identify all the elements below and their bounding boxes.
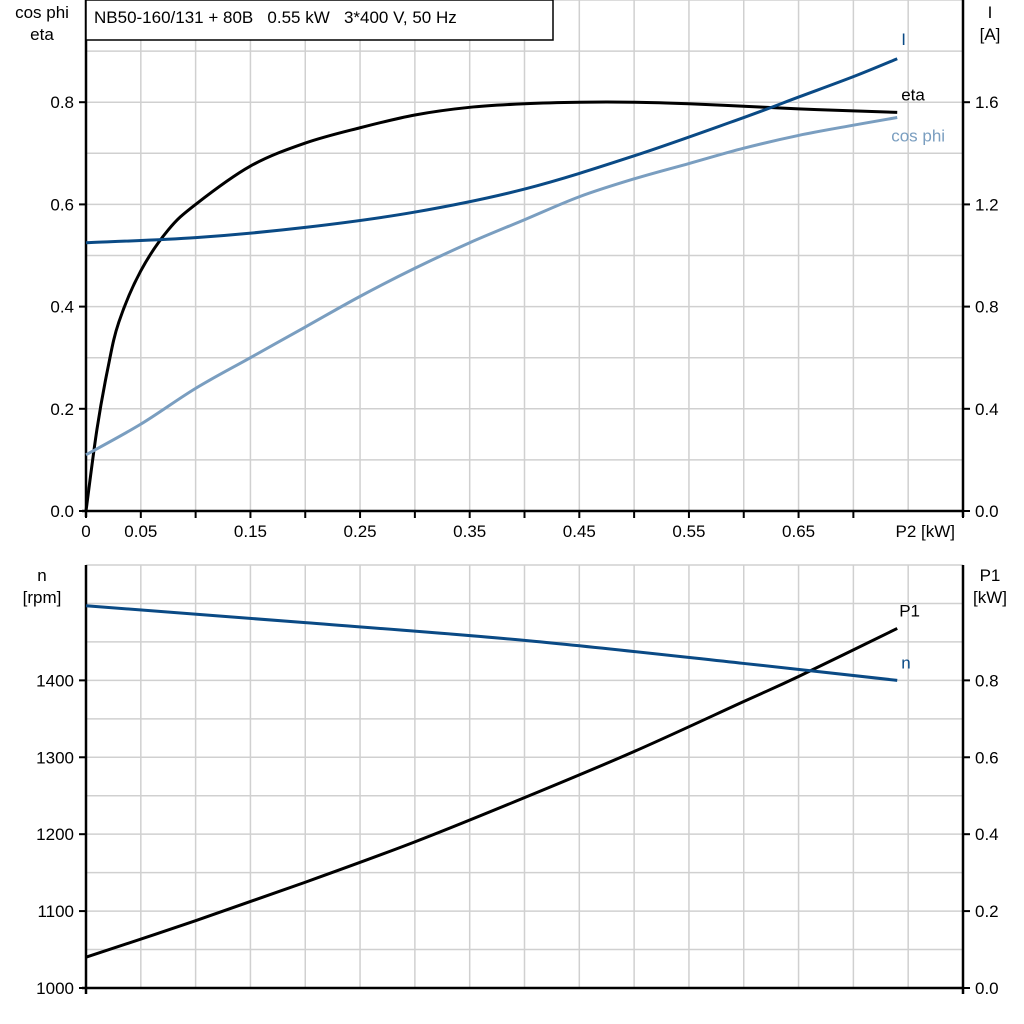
y-tick-label-right: 0.0 — [975, 502, 999, 521]
y-axis-label-right: [kW] — [973, 588, 1007, 607]
y-axis-label-right: P1 — [980, 566, 1001, 585]
series-label-eta: eta — [901, 85, 925, 104]
y-tick-label-right: 1.6 — [975, 93, 999, 112]
y-axis-label-left: n — [37, 566, 46, 585]
x-tick-label: 0.35 — [453, 522, 486, 541]
y-tick-label-left: 1400 — [36, 671, 74, 690]
series-label-p1: P1 — [899, 601, 920, 620]
y-tick-label-left: 1100 — [37, 902, 74, 921]
y-axis-label-left: cos phi — [15, 3, 69, 22]
series-line-n — [85, 604, 898, 682]
series-line-cos-phi — [85, 116, 898, 457]
x-tick-label: 0.15 — [234, 522, 267, 541]
y-tick-label-left: 1200 — [36, 825, 74, 844]
series-line-p1 — [85, 627, 898, 959]
y-tick-label-right: 0.8 — [975, 298, 999, 317]
y-tick-label-right: 0.8 — [975, 671, 999, 690]
x-tick-label: 0.45 — [563, 522, 596, 541]
y-tick-label-right: 0.4 — [975, 825, 999, 844]
y-tick-label-left: 0.4 — [50, 298, 74, 317]
x-axis-label: P2 [kW] — [895, 522, 955, 541]
y-tick-label-left: 0.0 — [50, 502, 74, 521]
series-label-i: I — [901, 30, 906, 49]
y-tick-label-left: 1000 — [36, 979, 74, 998]
y-tick-label-left: 1300 — [36, 748, 74, 767]
series-line-i — [85, 57, 898, 245]
title-box — [85, 0, 554, 41]
y-axis-label-right: [A] — [980, 25, 1001, 44]
y-axis-label-left: [rpm] — [23, 588, 62, 607]
series-label-n: n — [901, 653, 910, 672]
y-tick-label-right: 0.2 — [975, 902, 999, 921]
y-axis-label-left: eta — [30, 25, 54, 44]
y-tick-label-left: 0.8 — [50, 93, 74, 112]
x-tick-label: 0.65 — [782, 522, 815, 541]
y-tick-label-left: 0.2 — [50, 400, 74, 419]
chart-title: NB50-160/131 + 80B 0.55 kW 3*400 V, 50 H… — [94, 8, 457, 27]
x-tick-label: 0.05 — [124, 522, 157, 541]
y-tick-label-right: 0.4 — [975, 400, 999, 419]
x-tick-label: 0.55 — [672, 522, 705, 541]
y-tick-label-right: 1.2 — [975, 195, 999, 214]
series-label-cos-phi: cos phi — [891, 127, 945, 146]
x-tick-label: 0 — [81, 522, 90, 541]
x-tick-label: 0.25 — [344, 522, 377, 541]
series-line-eta — [84, 100, 898, 512]
y-tick-label-left: 0.6 — [50, 195, 74, 214]
y-tick-label-right: 0.6 — [975, 748, 999, 767]
y-tick-label-right: 0.0 — [975, 979, 999, 998]
y-axis-label-right: I — [988, 3, 993, 22]
